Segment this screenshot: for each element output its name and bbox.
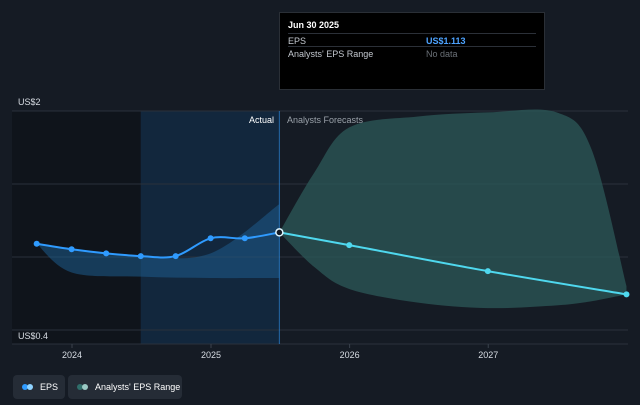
x-tick-label-0: 2024 xyxy=(62,350,82,360)
eps-point-5 xyxy=(207,235,214,242)
forecast-label: Analysts Forecasts xyxy=(287,115,364,125)
eps-legend-icon xyxy=(22,384,36,390)
tooltip: Jun 30 2025 EPS US$1.113 Analysts' EPS R… xyxy=(279,12,545,90)
eps-point-3 xyxy=(137,253,144,260)
x-tick-label-1: 2025 xyxy=(201,350,221,360)
tooltip-range-value: No data xyxy=(426,49,458,59)
x-tick-label-2: 2026 xyxy=(340,350,360,360)
tooltip-eps-value: US$1.113 xyxy=(426,36,466,46)
eps-point-4 xyxy=(172,253,179,260)
eps-point-2 xyxy=(103,250,110,257)
eps-forecast-line xyxy=(279,231,627,296)
y-axis-max-label: US$2 xyxy=(18,97,41,107)
forecast-point-3 xyxy=(623,291,630,298)
tooltip-date: Jun 30 2025 xyxy=(288,20,340,30)
x-tick-label-3: 2027 xyxy=(478,350,498,360)
legend-label-eps-range: Analysts' EPS Range xyxy=(95,382,181,392)
range-legend-icon xyxy=(77,384,91,390)
forecast-point-2 xyxy=(484,268,491,275)
eps-band-area xyxy=(36,204,280,279)
tooltip-row-eps: EPS US$1.113 xyxy=(288,33,536,47)
eps-point-0 xyxy=(33,240,40,247)
actual-label: Actual xyxy=(249,115,274,125)
legend-item-eps[interactable]: EPS xyxy=(13,375,65,399)
eps-point-6 xyxy=(241,235,248,242)
legend-item-eps-range[interactable]: Analysts' EPS Range xyxy=(68,375,182,399)
forecast-points xyxy=(346,242,630,298)
eps-point-7 xyxy=(275,228,284,237)
tooltip-range-label: Analysts' EPS Range xyxy=(288,49,374,59)
eps-point-1 xyxy=(68,246,75,253)
forecast-point-1 xyxy=(346,242,353,249)
y-axis-min-label: US$0.4 xyxy=(18,331,48,341)
forecast-range-area xyxy=(279,109,627,309)
tooltip-eps-label: EPS xyxy=(288,36,307,46)
eps-points xyxy=(33,228,284,260)
legend-label-eps: EPS xyxy=(40,382,59,392)
tooltip-row-range: Analysts' EPS Range No data xyxy=(288,46,536,60)
x-axis-ticks: 2024 2025 2026 2027 xyxy=(62,344,498,360)
